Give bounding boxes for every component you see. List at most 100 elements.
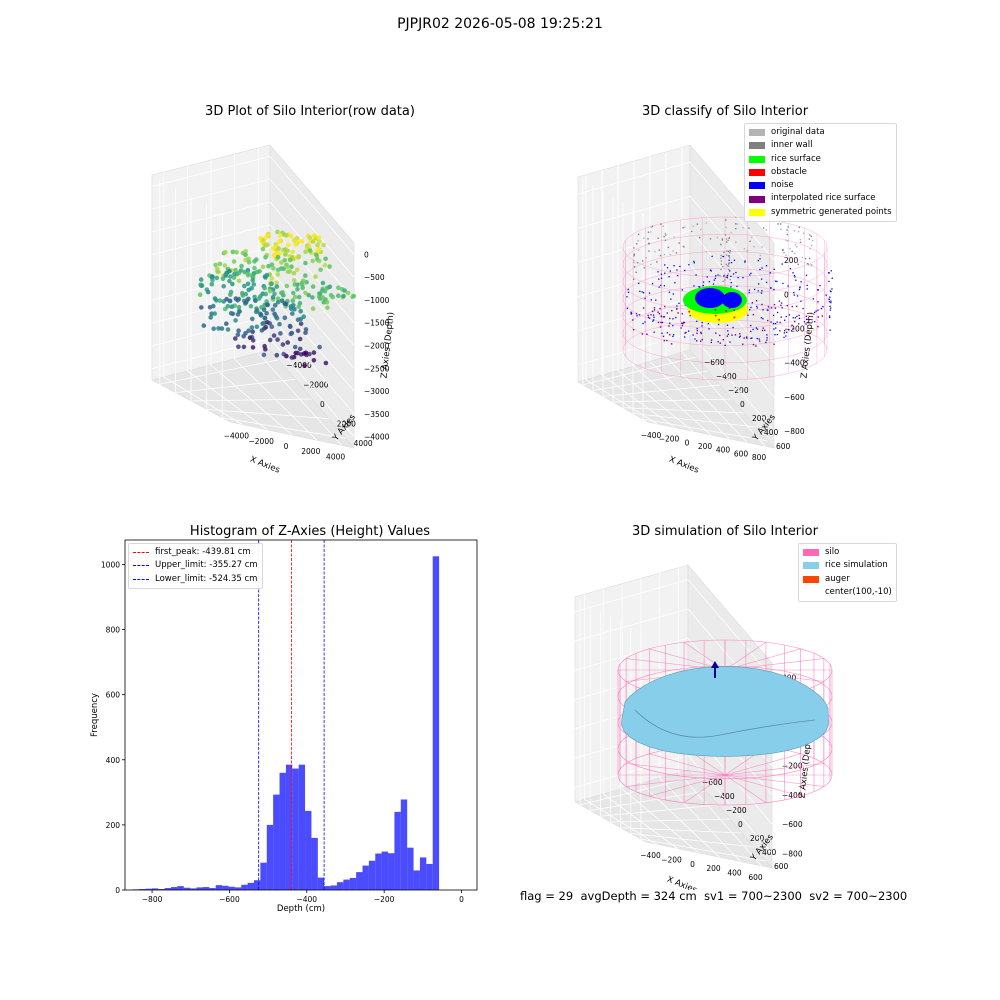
legend-item: rice simulation <box>803 559 892 572</box>
data-point <box>263 255 268 260</box>
legend-item: interpolated rice surface <box>749 192 892 205</box>
histogram-bar <box>266 824 274 890</box>
data-point <box>280 342 286 347</box>
histogram-bar <box>419 857 427 890</box>
grid-line <box>151 269 355 369</box>
silo-floor-spoke <box>724 774 824 787</box>
data-point <box>829 316 831 319</box>
data-point <box>757 259 759 262</box>
data-point <box>758 338 760 340</box>
histogram-bar <box>317 877 325 890</box>
data-point <box>638 314 641 316</box>
data-point <box>239 263 244 269</box>
data-point <box>773 268 775 270</box>
chart-title: Histogram of Z-Axies (Height) Values <box>189 524 431 539</box>
x-tick-label: 0 <box>459 895 464 904</box>
data-point <box>278 331 283 336</box>
grid-line <box>159 359 279 385</box>
data-point <box>227 298 233 304</box>
data-point <box>743 248 746 250</box>
data-point <box>798 226 800 229</box>
data-point <box>765 341 767 344</box>
data-point <box>830 291 832 293</box>
data-point <box>720 263 723 265</box>
data-point <box>789 268 792 270</box>
data-point <box>627 288 629 291</box>
data-point <box>798 288 801 291</box>
data-point <box>726 324 729 326</box>
data-point <box>794 252 796 255</box>
data-point <box>726 238 728 240</box>
data-point <box>250 278 255 283</box>
data-point <box>222 263 228 268</box>
legend-item: original data <box>749 126 892 139</box>
data-point <box>728 237 730 239</box>
data-point <box>197 292 203 297</box>
tick-label: 200 <box>750 834 765 843</box>
data-point <box>664 305 666 308</box>
data-point <box>700 331 702 334</box>
data-point <box>736 223 738 225</box>
legend-item: center(100,-10) <box>803 586 892 599</box>
data-point <box>774 307 777 309</box>
data-point <box>248 304 254 309</box>
data-point <box>698 286 700 288</box>
data-point <box>761 290 763 292</box>
tick-label: 600 <box>734 449 749 458</box>
data-point <box>755 345 757 347</box>
data-point <box>307 235 313 240</box>
legend-label: symmetric generated points <box>771 206 892 217</box>
data-point <box>742 276 744 279</box>
data-point <box>729 270 731 272</box>
data-point <box>773 328 775 330</box>
histogram-bar <box>158 889 165 890</box>
data-point <box>323 360 329 366</box>
data-point <box>666 312 668 314</box>
data-point <box>725 219 727 221</box>
data-point <box>313 274 318 279</box>
data-point <box>711 255 713 258</box>
data-point <box>314 252 319 258</box>
data-point <box>708 328 710 330</box>
data-point <box>699 236 701 239</box>
data-point <box>760 316 763 319</box>
data-point <box>258 311 263 317</box>
data-point <box>796 295 799 297</box>
data-point <box>626 296 628 298</box>
data-point <box>228 311 234 316</box>
data-point <box>715 275 717 277</box>
tick-label: 200 <box>752 414 767 423</box>
data-point <box>710 270 712 272</box>
data-point <box>322 289 328 294</box>
legend-item: silo <box>803 546 892 559</box>
data-point <box>317 239 322 244</box>
data-point <box>728 257 731 259</box>
legend-item: noise <box>749 179 892 192</box>
data-point <box>776 311 779 314</box>
data-point <box>298 308 303 314</box>
data-point <box>295 317 301 322</box>
data-point <box>263 325 269 330</box>
data-point <box>750 306 752 309</box>
data-point <box>738 336 741 338</box>
data-point <box>639 290 641 293</box>
data-point <box>205 289 211 295</box>
data-point <box>648 250 650 252</box>
data-point <box>716 236 719 239</box>
data-point <box>250 316 255 322</box>
data-point <box>209 282 215 287</box>
data-point <box>684 336 686 338</box>
data-point <box>726 265 729 267</box>
data-point <box>772 322 775 325</box>
flag-value: flag = 29 <box>520 889 574 903</box>
data-point <box>274 352 280 358</box>
data-point <box>632 328 635 331</box>
data-point <box>659 254 662 257</box>
data-point <box>284 283 290 289</box>
data-point <box>804 257 807 260</box>
data-point <box>828 301 831 303</box>
data-point <box>270 295 276 300</box>
data-point <box>695 340 698 342</box>
data-point <box>828 315 831 317</box>
data-point <box>238 268 244 273</box>
